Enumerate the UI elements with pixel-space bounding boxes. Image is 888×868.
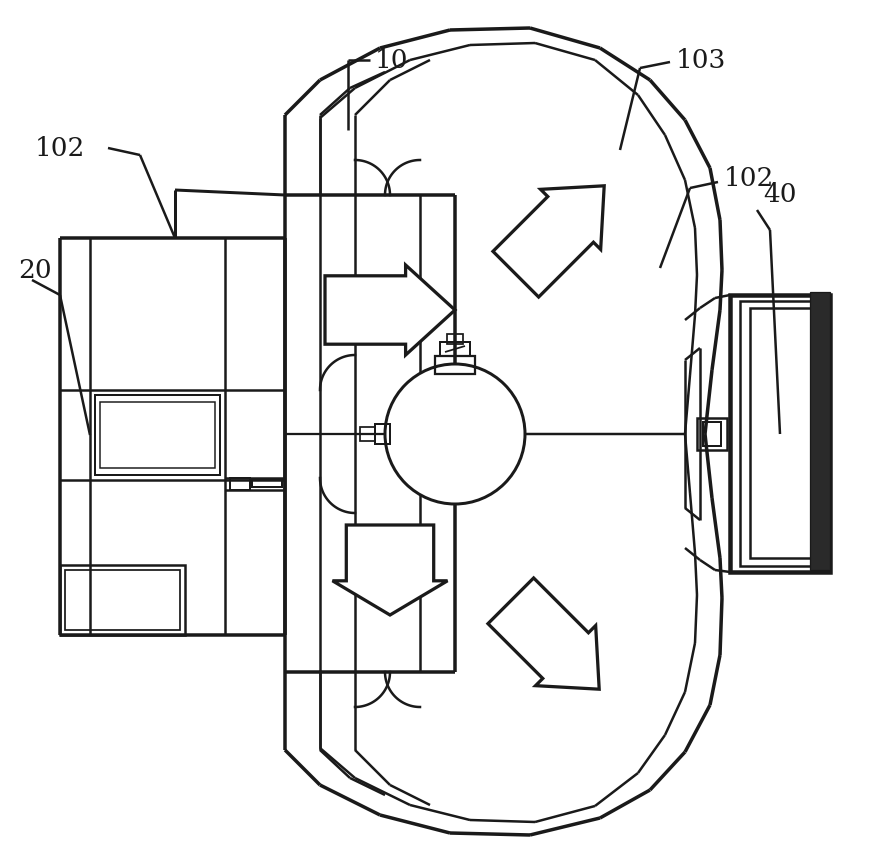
Circle shape: [385, 364, 525, 504]
Text: 20: 20: [18, 258, 52, 282]
Bar: [360, 427, 375, 441]
Bar: [703, 422, 721, 446]
Bar: [447, 334, 463, 344]
Bar: [750, 308, 825, 558]
Text: 102: 102: [724, 166, 774, 190]
Polygon shape: [493, 186, 604, 297]
Bar: [697, 418, 727, 450]
Bar: [730, 295, 830, 572]
Bar: [440, 342, 470, 356]
Bar: [65, 570, 180, 630]
Bar: [740, 301, 828, 566]
Polygon shape: [488, 578, 599, 689]
Bar: [95, 395, 220, 475]
Polygon shape: [325, 265, 455, 355]
Text: 103: 103: [676, 48, 726, 73]
Bar: [230, 478, 250, 490]
Text: 10: 10: [375, 48, 408, 73]
Bar: [252, 479, 282, 487]
Bar: [100, 402, 215, 468]
Bar: [375, 424, 390, 444]
Polygon shape: [332, 525, 448, 615]
Bar: [60, 565, 185, 635]
Bar: [435, 356, 475, 374]
Text: 102: 102: [35, 135, 85, 161]
Text: 40: 40: [763, 182, 797, 207]
Bar: [810, 292, 830, 570]
